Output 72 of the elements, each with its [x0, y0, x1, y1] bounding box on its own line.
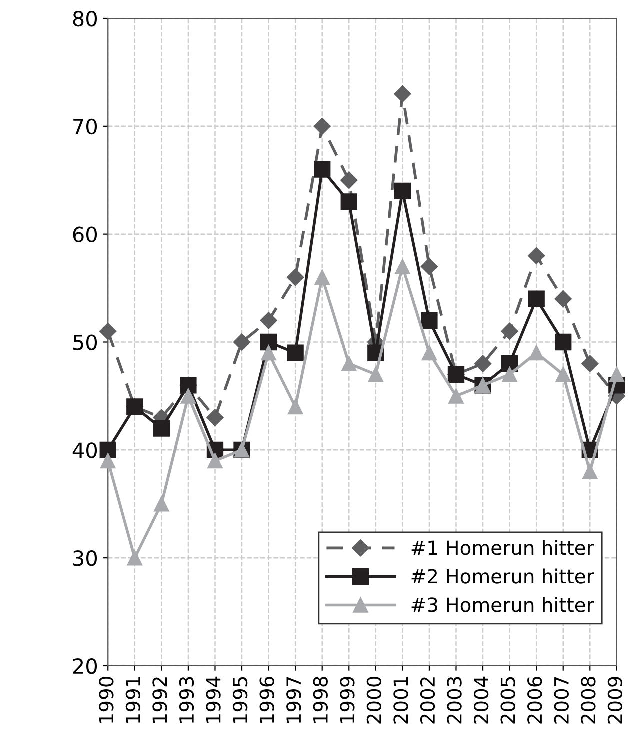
y-tick-label: 40	[72, 442, 98, 458]
point	[420, 258, 438, 276]
point	[100, 453, 116, 469]
point	[582, 464, 598, 480]
point	[448, 388, 464, 404]
point	[394, 182, 412, 200]
point	[395, 259, 410, 274]
y-tick-label: 50	[73, 334, 98, 350]
point	[582, 355, 599, 372]
point	[233, 334, 251, 351]
point	[100, 442, 116, 458]
x-tick-label: 2005	[500, 677, 516, 724]
x-tick-label: 1995	[232, 677, 248, 724]
point	[206, 409, 224, 426]
point	[288, 399, 304, 415]
point	[421, 312, 438, 329]
point	[368, 366, 384, 382]
point	[555, 334, 572, 351]
x-tick-label: 2007	[554, 677, 570, 724]
x-tick-label: 2008	[581, 677, 596, 724]
point	[501, 322, 518, 340]
legend-label: #3 Homerun hitter	[412, 597, 594, 612]
point	[528, 247, 546, 264]
x-tick-label: 1991	[126, 678, 141, 724]
point	[127, 550, 143, 566]
x-tick-label: 2009	[608, 677, 623, 724]
point	[474, 355, 492, 372]
x-tick-label: 2000	[366, 677, 382, 724]
point	[314, 161, 331, 178]
x-tick-label: 1999	[340, 677, 355, 724]
point	[340, 194, 358, 210]
point	[260, 334, 278, 351]
x-tick-label: 1994	[206, 676, 221, 724]
point	[554, 290, 572, 308]
point	[260, 312, 278, 330]
x-tick-label: 1993	[179, 677, 194, 724]
x-tick-label: 2004	[474, 676, 489, 724]
point	[314, 270, 330, 286]
y-tick-label: 60	[73, 226, 98, 243]
point	[528, 345, 544, 361]
point	[287, 268, 304, 286]
point	[153, 420, 170, 437]
x-tick-label: 1992	[152, 678, 168, 724]
x-tick-label: 1997	[286, 677, 302, 724]
point	[261, 345, 276, 361]
x-tick-label: 2003	[447, 677, 462, 724]
y-tick-label: 30	[73, 550, 98, 566]
x-tick-label: 1996	[260, 676, 274, 724]
x-tick-label: 2002	[420, 678, 436, 724]
point	[341, 356, 357, 372]
y-tick-label: 80	[73, 10, 98, 27]
legend-label: #2 Homerun hitter	[412, 568, 594, 584]
point	[314, 118, 331, 135]
point	[502, 366, 518, 382]
point	[340, 172, 358, 189]
point	[394, 85, 412, 103]
point	[556, 366, 571, 382]
point	[528, 290, 545, 308]
y-tick-label: 20	[73, 658, 98, 674]
x-tick-label: 1990	[99, 677, 114, 724]
x-tick-label: 2001	[394, 678, 408, 724]
point	[208, 453, 223, 469]
point	[609, 366, 625, 382]
y-tick-label: 70	[74, 118, 98, 135]
point	[180, 388, 196, 404]
legend-label: #1 Homerun hitter	[412, 540, 594, 556]
point	[100, 322, 117, 340]
point	[287, 344, 304, 362]
point	[422, 345, 438, 361]
x-tick-label: 2006	[528, 676, 542, 724]
x-tick-label: 1998	[313, 677, 328, 724]
point	[154, 496, 170, 512]
